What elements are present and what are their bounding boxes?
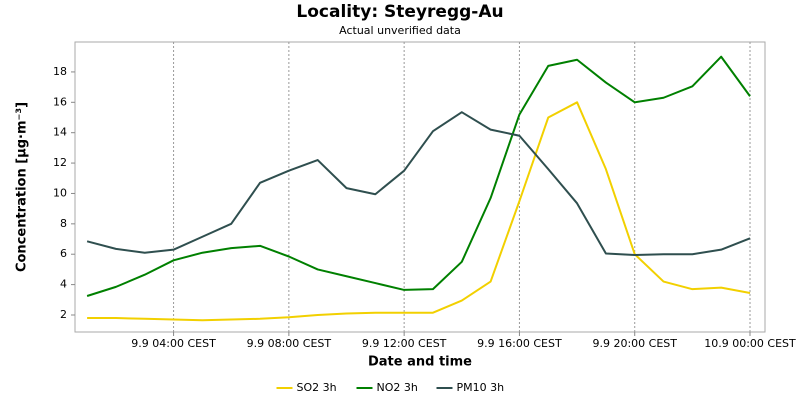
y-tick-label: 2: [60, 308, 67, 321]
y-tick-label: 10: [53, 186, 67, 199]
y-axis-label: Concentration [µg·m⁻³]: [15, 102, 30, 272]
y-tick-label: 8: [60, 217, 67, 230]
x-axis-label: Date and time: [368, 355, 472, 370]
y-tick-label: 18: [53, 65, 67, 78]
series-line: [86, 55, 751, 297]
plot-area: [74, 41, 766, 333]
x-tick-label: 9.9 04:00 CEST: [131, 337, 216, 350]
x-tick-label: 9.9 08:00 CEST: [247, 337, 332, 350]
legend-label: NO2 3h: [377, 381, 418, 394]
series-line: [87, 101, 751, 322]
y-tick-label: 12: [53, 156, 67, 169]
x-tick-label: 10.9 00:00 CEST: [704, 337, 796, 350]
y-tick-label: 4: [60, 278, 67, 291]
x-tick-label: 9.9 20:00 CEST: [592, 337, 677, 350]
legend-label: SO2 3h: [297, 381, 337, 394]
x-tick-label: 9.9 16:00 CEST: [477, 337, 562, 350]
x-tick-label: 9.9 12:00 CEST: [362, 337, 447, 350]
y-tick-label: 6: [60, 247, 67, 260]
chart-subtitle: Actual unverified data: [339, 24, 461, 37]
y-tick-label: 16: [53, 95, 67, 108]
series-line: [86, 111, 751, 256]
chart-title: Locality: Steyregg-Au: [296, 2, 503, 22]
legend-label: PM10 3h: [457, 381, 505, 394]
y-tick-label: 14: [53, 126, 67, 139]
